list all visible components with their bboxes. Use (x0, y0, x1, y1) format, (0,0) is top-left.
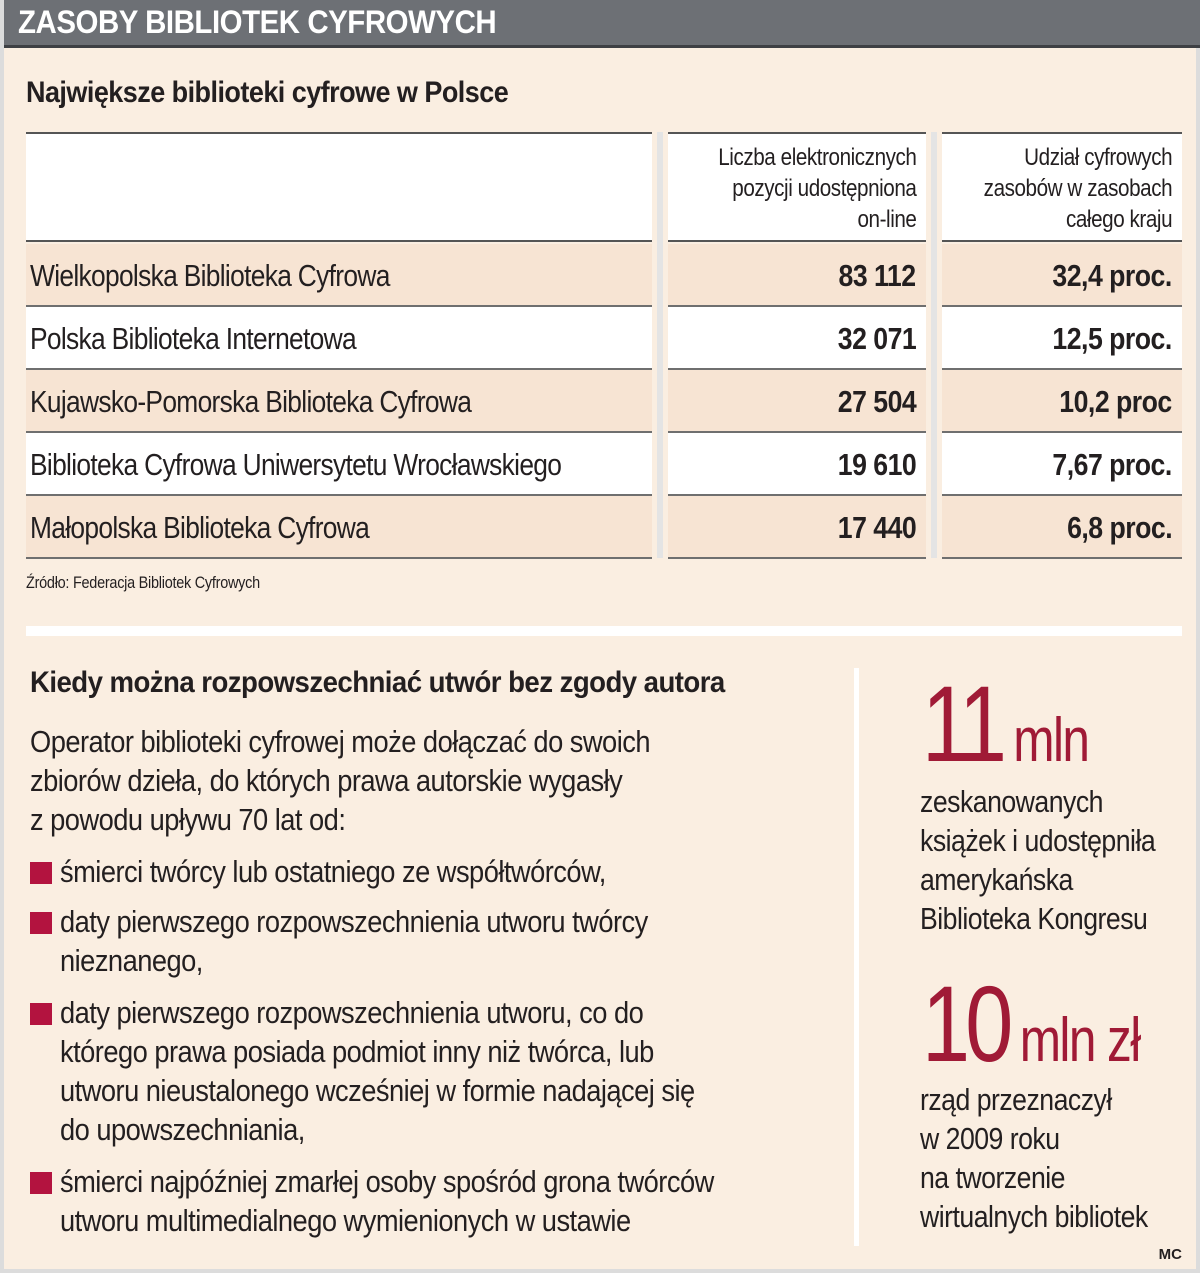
fact-text: książek i udostępniła (920, 823, 1156, 858)
intro-line: zbiorów dzieła, do których prawa autorsk… (30, 763, 623, 798)
bullet-line: którego prawa posiada podmiot inny niż t… (60, 1034, 654, 1069)
item-count: 83 112 (839, 258, 916, 293)
table-header-share-label: Udział cyfrowych zasobów w zasobach całe… (983, 144, 1173, 233)
banner-title: ZASOBY BIBLIOTEK CYFROWYCH (18, 4, 497, 40)
intro-line: Operator biblioteki cyfrowej może dołącz… (30, 724, 651, 759)
column-separator (657, 132, 663, 558)
fact-text: amerykańska (920, 862, 1073, 897)
bullet-marker (30, 1003, 52, 1025)
bullet-line: nieznanego, (60, 943, 203, 978)
author-credit: MC (1158, 1246, 1182, 1263)
column-divider (854, 668, 859, 1246)
rights-section-title: Kiedy można rozpowszechniać utwór bez zg… (30, 666, 725, 699)
table-header-name (26, 132, 652, 242)
section-divider (26, 626, 1182, 636)
bullet-line: daty pierwszego rozpowszechnienia utworu… (60, 995, 644, 1030)
fact-number: 10 mln zł (922, 963, 1142, 1084)
source-note: Źródło: Federacja Bibliotek Cyfrowych (26, 573, 260, 592)
item-count: 19 610 (837, 447, 917, 482)
bullet-line: do upowszechniania, (60, 1112, 305, 1147)
table-row: Polska Biblioteka Internetowa 32 071 12,… (4, 307, 1200, 370)
library-name: Wielkopolska Biblioteka Cyfrowa (30, 258, 390, 293)
table-header-count-label: Liczba elektronicznych pozycji udostępni… (717, 144, 917, 233)
fact-unit: mln zł (1019, 1006, 1142, 1075)
fact-text: Biblioteka Kongresu (920, 901, 1148, 936)
fact-text: rząd przeznaczył (920, 1082, 1112, 1117)
bullet-line: daty pierwszego rozpowszechnienia utworu… (60, 904, 648, 939)
share-percent: 6,8 proc. (1066, 510, 1173, 545)
table-row: Małopolska Biblioteka Cyfrowa 17 440 6,8… (4, 496, 1200, 559)
library-name: Kujawsko-Pomorska Biblioteka Cyfrowa (30, 384, 472, 419)
bullet-marker (30, 912, 52, 934)
share-percent: 10,2 proc (1059, 384, 1173, 419)
fact-number: 11 mln (922, 663, 1090, 784)
column-separator (931, 132, 937, 558)
banner: ZASOBY BIBLIOTEK CYFROWYCH (4, 0, 1200, 48)
library-name: Polska Biblioteka Internetowa (30, 321, 357, 356)
bullet-line: utworu nieustalonego wcześniej w formie … (60, 1073, 695, 1108)
fact-text: wirtualnych bibliotek (920, 1199, 1148, 1234)
item-count: 27 504 (837, 384, 917, 419)
fact-unit: mln (1013, 706, 1090, 775)
bullet-marker (30, 1172, 52, 1194)
table-section-title: Największe biblioteki cyfrowe w Polsce (26, 76, 509, 109)
table-row: Biblioteka Cyfrowa Uniwersytetu Wrocławs… (4, 433, 1200, 496)
table-row: Kujawsko-Pomorska Biblioteka Cyfrowa 27 … (4, 370, 1200, 433)
item-count: 32 071 (837, 321, 917, 356)
bullet-line: śmierci twórcy lub ostatniego ze współtw… (60, 854, 606, 889)
item-count: 17 440 (837, 510, 917, 545)
bullet-line: utworu multimedialnego wymienionych w us… (60, 1203, 631, 1238)
intro-line: z powodu upływu 70 lat od: (30, 802, 346, 837)
share-percent: 7,67 proc. (1052, 447, 1173, 482)
library-name: Biblioteka Cyfrowa Uniwersytetu Wrocławs… (30, 447, 562, 482)
fact-text: zeskanowanych (920, 784, 1104, 819)
bullet-marker (30, 862, 52, 884)
table-header-share: Udział cyfrowych zasobów w zasobach całe… (942, 132, 1182, 242)
library-name: Małopolska Biblioteka Cyfrowa (30, 510, 370, 545)
share-percent: 12,5 proc. (1052, 321, 1173, 356)
fact-text: na tworzenie (920, 1160, 1065, 1195)
table-header-count: Liczba elektronicznych pozycji udostępni… (668, 132, 926, 242)
bullet-line: śmierci najpóźniej zmarłej osoby spośród… (60, 1164, 714, 1199)
share-percent: 32,4 proc. (1052, 258, 1173, 293)
table-row: Wielkopolska Biblioteka Cyfrowa 83 112 3… (4, 244, 1200, 307)
fact-text: w 2009 roku (920, 1121, 1060, 1156)
